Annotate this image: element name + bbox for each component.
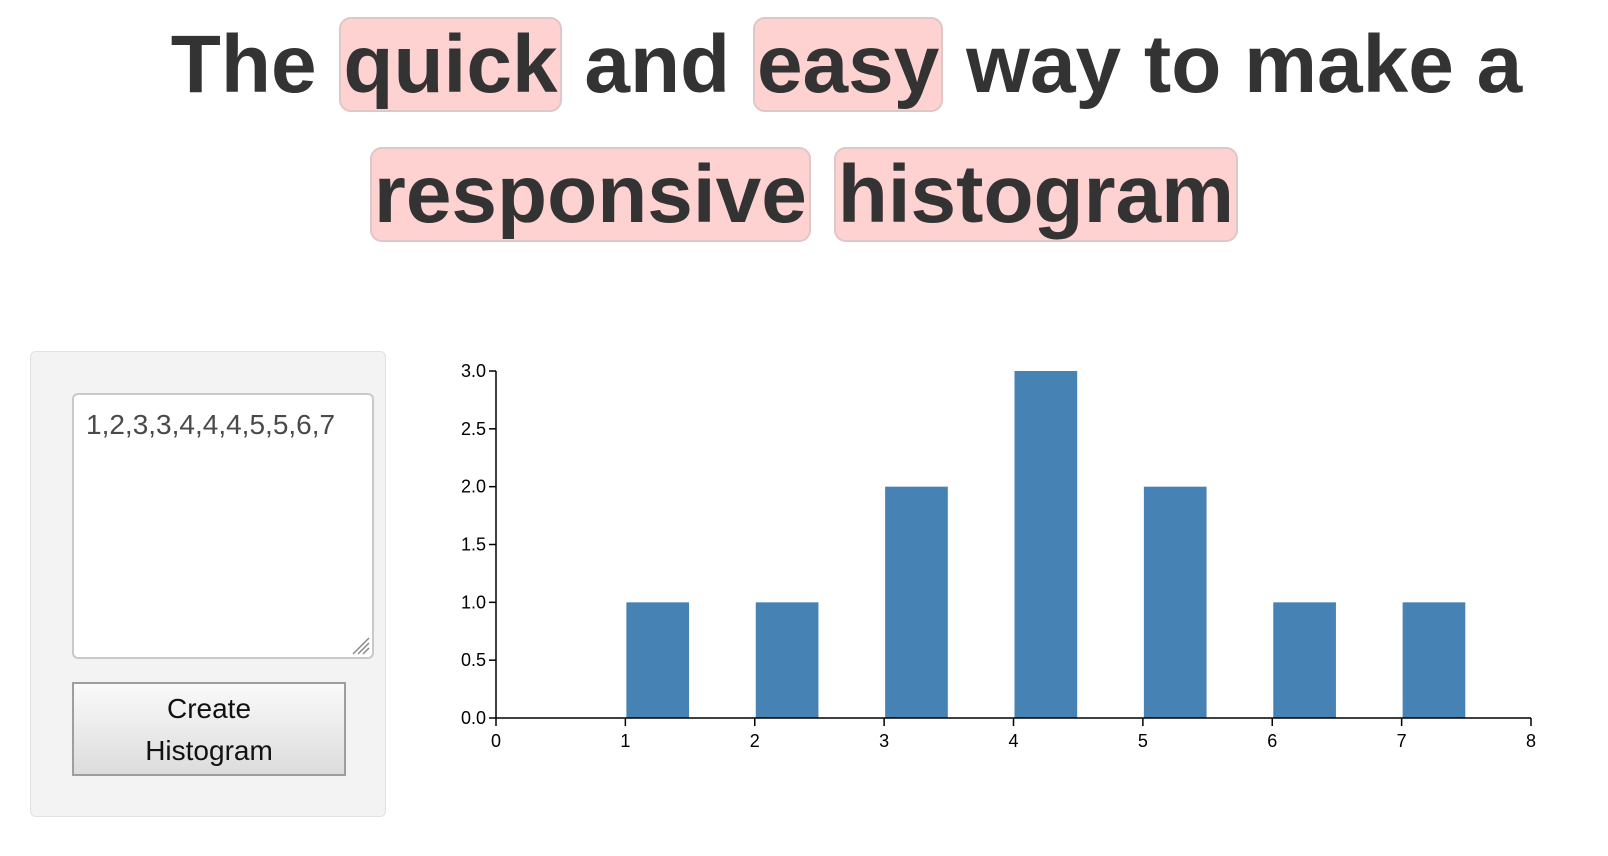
- y-tick-label: 1.5: [461, 535, 486, 555]
- headline-line-1: The quick and easy way to make a: [0, 0, 1608, 130]
- x-tick-label: 2: [750, 731, 760, 751]
- histogram-bar: [626, 602, 690, 718]
- y-tick-label: 0.0: [461, 708, 486, 728]
- x-tick-label: 5: [1138, 731, 1148, 751]
- histogram-bar: [1402, 602, 1466, 718]
- x-tick-label: 0: [491, 731, 501, 751]
- input-panel: Create Histogram: [30, 351, 386, 817]
- create-button-label-2: Histogram: [145, 735, 273, 766]
- x-tick-label: 8: [1526, 731, 1536, 751]
- headline-line-2: responsive histogram: [0, 130, 1608, 260]
- y-tick-label: 2.5: [461, 419, 486, 439]
- headline-highlight-histogram: histogram: [833, 147, 1239, 242]
- x-tick-label: 1: [620, 731, 630, 751]
- y-tick-label: 3.0: [461, 361, 486, 381]
- histogram-bar: [1014, 371, 1078, 718]
- headline-word: The: [170, 19, 317, 110]
- histogram-bar: [1143, 486, 1207, 718]
- x-tick-label: 6: [1267, 731, 1277, 751]
- headline-highlight-responsive: responsive: [369, 147, 811, 242]
- histogram-chart: 0.0 0.5 1.0 1.5 2.0 2.5 3.0 0 1 2 3 4 5 6 7 8: [461, 361, 1536, 751]
- create-button-label-1: Create: [166, 693, 252, 724]
- y-tick-label: 2.0: [461, 477, 486, 497]
- create-histogram-button[interactable]: Create Histogram: [72, 682, 346, 776]
- histogram-bar: [885, 486, 948, 718]
- y-tick-label: 0.5: [461, 650, 486, 670]
- histogram-bar: [1273, 602, 1336, 718]
- histogram-bar: [755, 602, 819, 718]
- x-tick-label: 7: [1397, 731, 1407, 751]
- headline-highlight-quick: quick: [339, 17, 562, 112]
- headline-word: and: [584, 19, 731, 110]
- resize-grip-icon[interactable]: [347, 632, 371, 656]
- x-tick-label: 4: [1008, 731, 1018, 751]
- x-tick-label: 3: [879, 731, 889, 751]
- headline-highlight-easy: easy: [752, 17, 944, 112]
- data-input[interactable]: [72, 393, 374, 659]
- headline-word: way to make a: [966, 19, 1523, 110]
- y-tick-label: 1.0: [461, 592, 486, 612]
- page-title: The quick and easy way to make a respons…: [0, 0, 1608, 260]
